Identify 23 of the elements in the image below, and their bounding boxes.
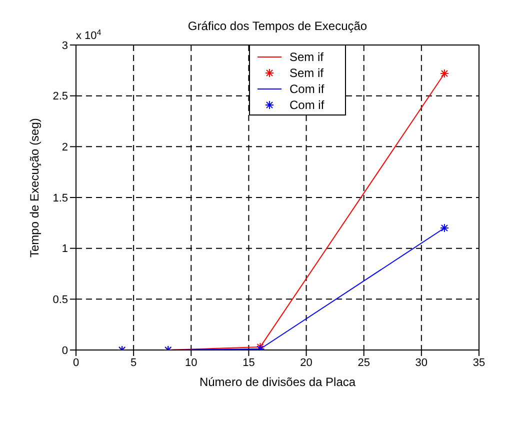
- x-tick-label: 30: [415, 356, 428, 369]
- y-tick-label: 1: [62, 243, 68, 256]
- legend-label: Sem if: [290, 66, 324, 80]
- y-tick-label: 0.5: [52, 294, 68, 306]
- x-axis-title: Número de divisões da Placa: [199, 375, 356, 389]
- x-tick-label: 35: [472, 356, 486, 369]
- x-tick-label: 10: [185, 356, 198, 369]
- x-tick-label: 20: [300, 356, 312, 369]
- y-tick-label: 1.5: [52, 192, 68, 204]
- y-tick-label: 2.5: [52, 90, 68, 103]
- text: Sem if: [290, 50, 324, 64]
- y-tick-label: 2: [62, 142, 68, 154]
- x-tick-label: 0: [72, 356, 80, 369]
- y-axis-title: Tempo de Execução (seg): [27, 118, 42, 258]
- text: Com if: [290, 82, 324, 96]
- y-tick-label: 3: [62, 40, 68, 52]
- x-tick-label: 15: [242, 356, 255, 369]
- text: x 10$^{4}$: [76, 28, 102, 42]
- chart-title: Gráfico dos Tempos de Execução: [188, 19, 368, 33]
- x-tick-label: 25: [358, 356, 370, 369]
- x-tick-label: 5: [130, 356, 137, 369]
- legend-label: Com if: [290, 98, 325, 112]
- y-tick-label: 0: [62, 344, 68, 357]
